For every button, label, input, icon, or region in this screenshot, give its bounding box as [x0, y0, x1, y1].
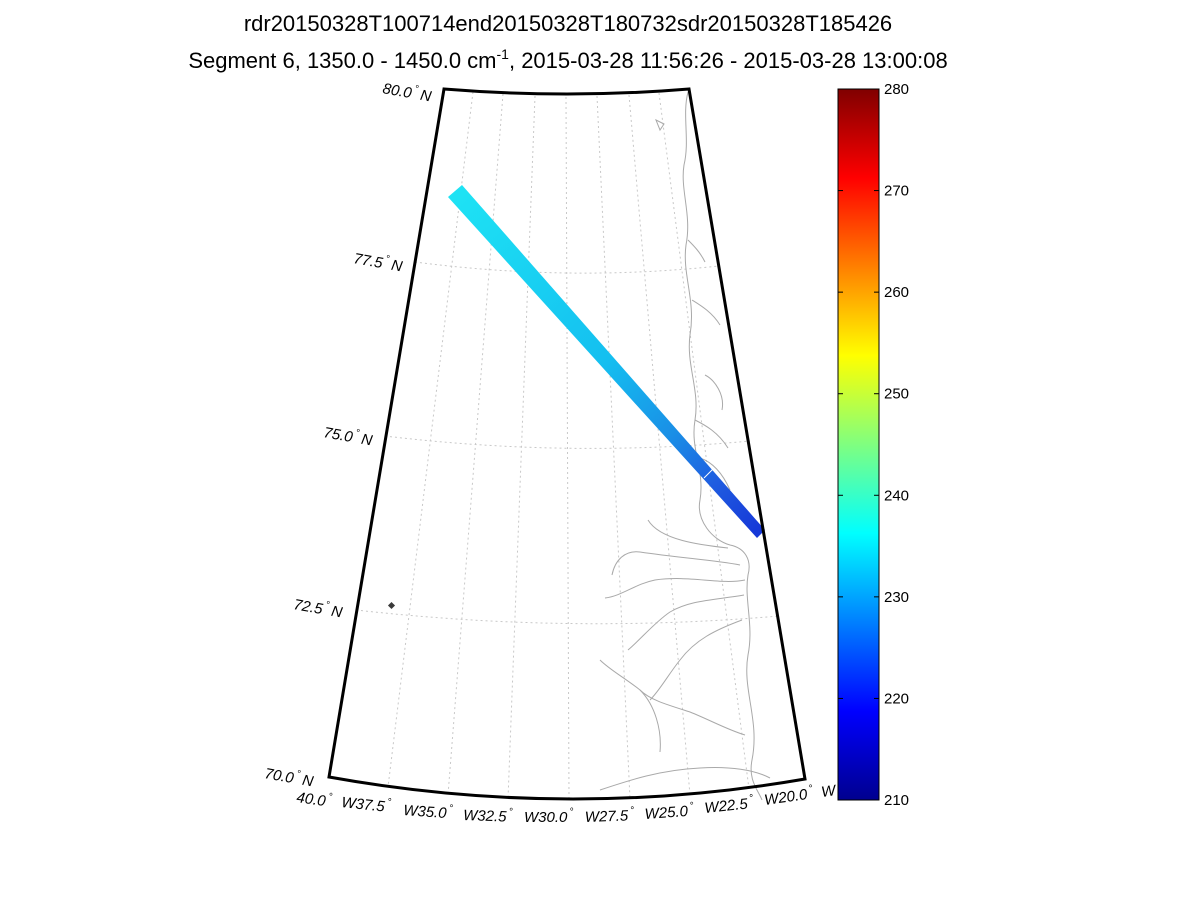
map-boundary: [327, 87, 807, 801]
lon-label-27-5: W27.5°: [584, 805, 634, 826]
lon-label-32-5: W32.5 °: [463, 805, 513, 826]
chart-subtitle: Segment 6, 1350.0 - 1450.0 cm-1, 2015-03…: [188, 46, 947, 73]
meridian-32-5: [507, 95, 536, 800]
meridian-30-0: [565, 96, 570, 801]
lon-label-37-5: W37.5°: [341, 792, 392, 816]
meridian-27-5: [596, 95, 631, 800]
swath-band: [448, 185, 765, 538]
parallel-77-5: [414, 261, 720, 274]
lon-label-35: W35.0°: [403, 800, 454, 822]
meridian-22-5: [658, 92, 750, 790]
data-swath: [448, 185, 765, 538]
colorbar-tick-label: 270: [884, 183, 909, 200]
lat-label-77-5: 77.5°N: [352, 248, 404, 275]
lat-label-72-5: 72.5°N: [292, 594, 344, 621]
lon-labels: 40.0° W37.5° W35.0° W32.5 ° W30.0 ° W27.5°…: [295, 782, 838, 826]
colorbar-ticks: 280 270 260 250 240 230 220 210: [838, 81, 909, 809]
meridian-25-0: [628, 94, 691, 796]
lon-label-30: W30.0 °: [524, 807, 573, 826]
lon-label-25: W25.0°: [644, 801, 695, 823]
lat-label-75: 75.0°N: [322, 422, 374, 449]
colorbar-tick-label: 210: [884, 792, 909, 809]
swath-gap-mark: [703, 467, 715, 479]
lon-label-w: W: [820, 782, 838, 801]
colorbar-tick-label: 260: [884, 284, 909, 301]
colorbar: 280 270 260 250 240 230 220 210: [837, 81, 909, 809]
meridian-35-0: [447, 93, 504, 796]
lat-label-80: 80.0°N: [381, 78, 433, 105]
colorbar-tick-label: 250: [884, 386, 909, 403]
lon-label-20: W20.0°: [763, 783, 815, 809]
map-point-marker: [387, 601, 396, 610]
lon-label-40: 40.0°: [295, 787, 333, 811]
colorbar-tick-label: 240: [884, 487, 909, 504]
colorbar-tick-label: 220: [884, 690, 909, 707]
coastline: [599, 91, 771, 801]
parallel-72-5: [355, 609, 780, 625]
colorbar-tick-label: 280: [884, 81, 909, 98]
map-frame: 80.0°N 77.5°N 75.0°N 72.5°N 70.0°N 40.0°…: [263, 78, 838, 826]
lat-label-70: 70.0°N: [263, 763, 315, 790]
colorbar-tick-label: 230: [884, 589, 909, 606]
lon-label-22-5: W22.5°: [703, 793, 754, 817]
chart-title: rdr20150328T100714end20150328T180732sdr2…: [244, 11, 892, 36]
graticule-parallels: [355, 261, 780, 625]
lat-labels: 80.0°N 77.5°N 75.0°N 72.5°N 70.0°N: [263, 78, 433, 790]
colorbar-gradient: [837, 88, 880, 801]
